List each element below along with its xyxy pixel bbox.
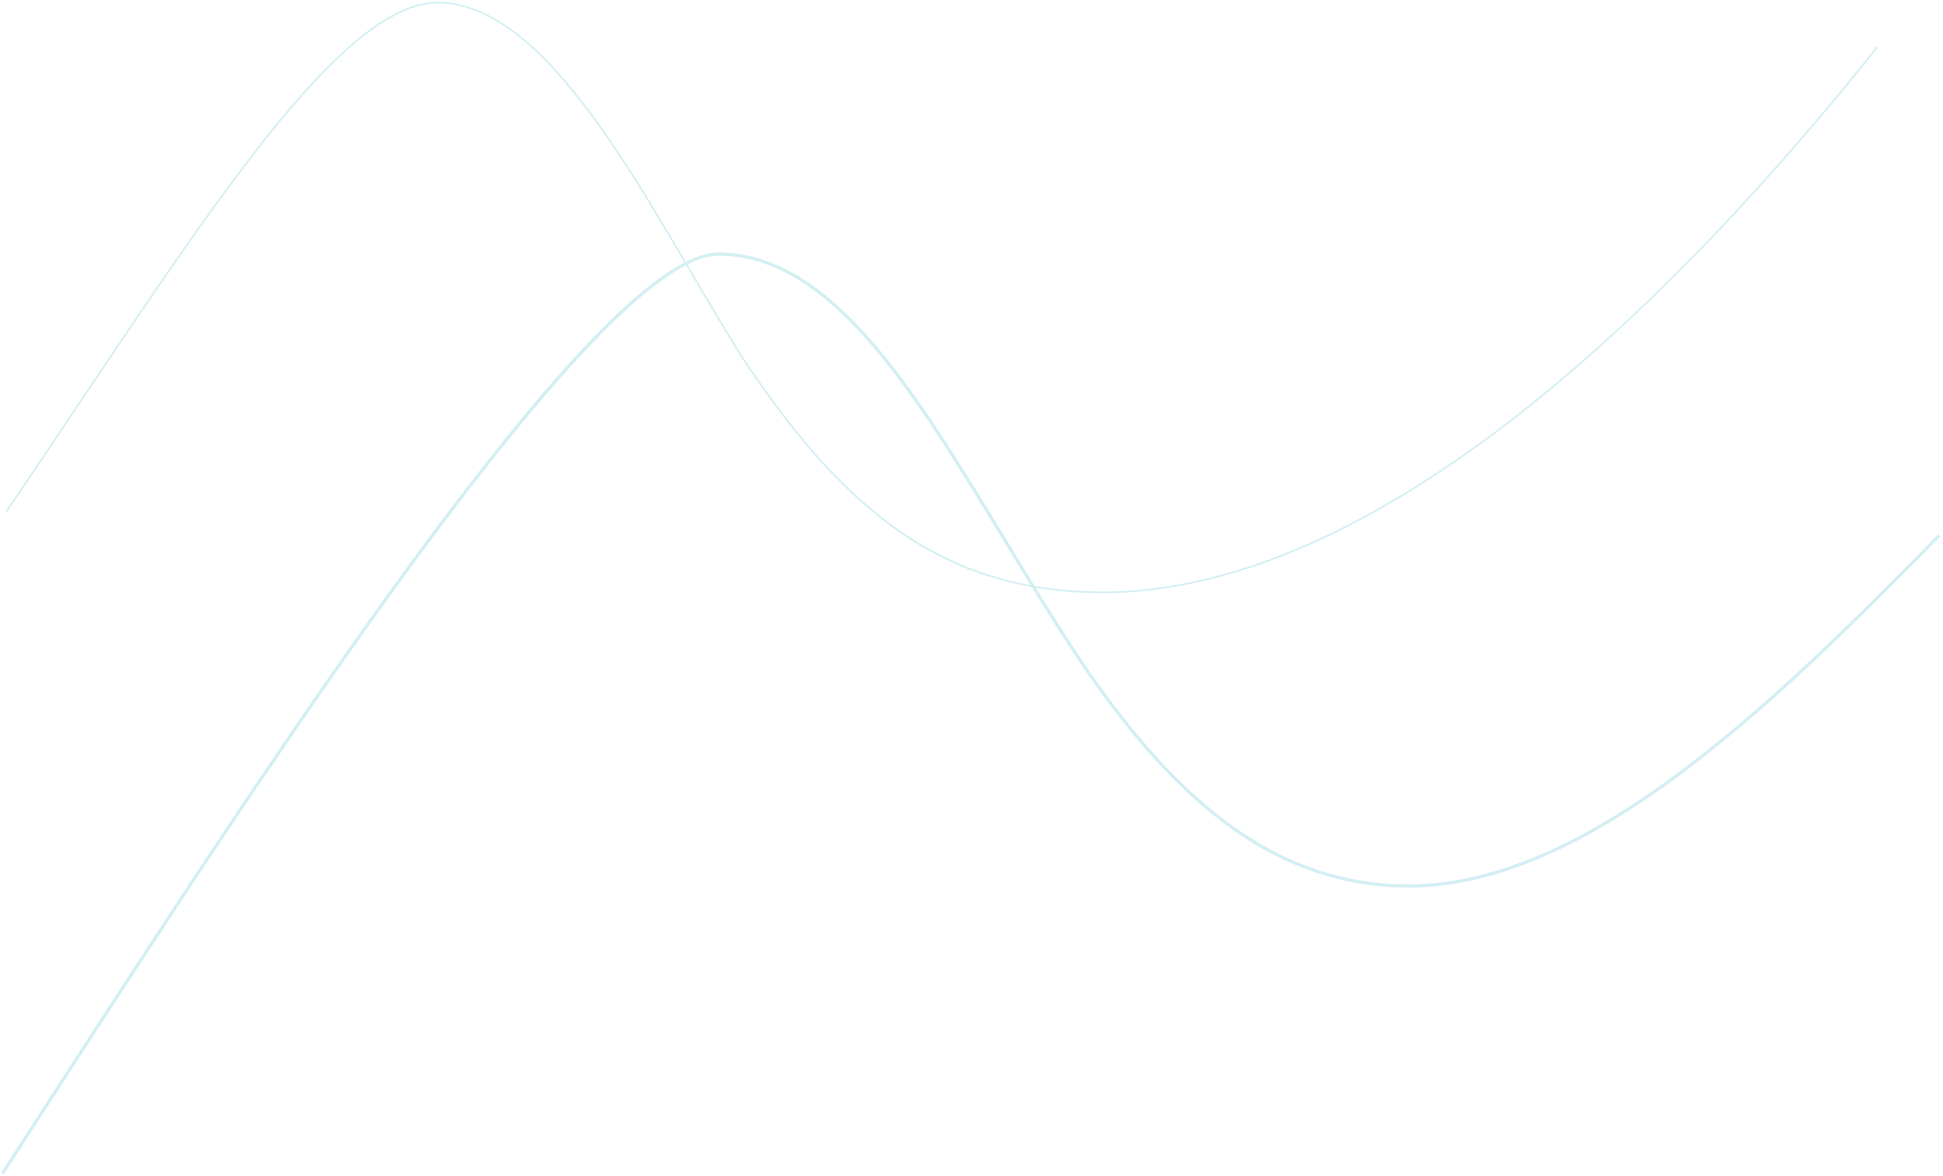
thick-wave-curve	[1, 252, 1941, 1175]
thin-wave-curve	[5, 1, 1879, 594]
